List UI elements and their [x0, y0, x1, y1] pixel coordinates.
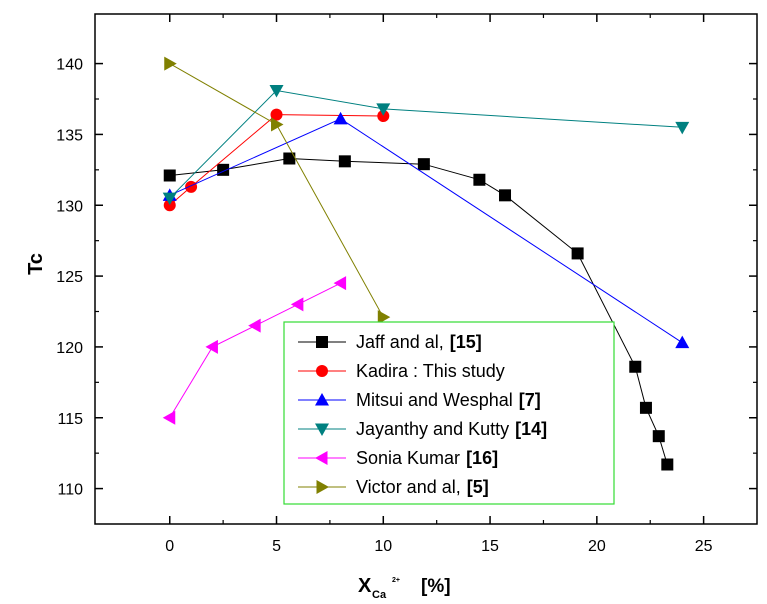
legend-reference: [15] — [450, 332, 482, 352]
legend-item: Kadira : This study — [298, 361, 505, 381]
x-tick-label: 25 — [695, 538, 713, 555]
legend-marker — [315, 451, 328, 465]
legend-marker — [316, 365, 328, 377]
series-6 — [164, 56, 391, 325]
series-4 — [162, 85, 690, 206]
data-point — [675, 121, 690, 135]
data-point — [162, 192, 177, 206]
y-axis-title: Tc — [25, 253, 47, 275]
legend-series-name: Kadira : This study — [356, 361, 505, 381]
legend-item: Sonia Kumar [16] — [298, 448, 498, 468]
legend-series-name: Victor and al, — [356, 477, 461, 497]
plot-frame — [94, 13, 758, 525]
y-tick-label: 120 — [56, 340, 83, 357]
x-tick-label: 0 — [165, 538, 174, 555]
data-point — [333, 276, 347, 291]
legend-box — [283, 321, 615, 505]
legend-label: Mitsui and Wesphal [7] — [356, 390, 541, 410]
legend-series-name: Sonia Kumar — [356, 448, 460, 468]
data-point — [571, 247, 584, 260]
y-tick-label: 140 — [56, 57, 83, 74]
x-tick-label: 15 — [481, 538, 499, 555]
legend-item: Jaff and al, [15] — [298, 332, 482, 352]
data-point — [661, 458, 674, 471]
legend-label: Sonia Kumar [16] — [356, 448, 498, 468]
plot-area — [162, 56, 690, 471]
data-point — [269, 85, 284, 98]
x-axis-title-subscript: Ca — [372, 589, 387, 601]
y-tick-label: 110 — [57, 482, 83, 499]
data-point — [639, 401, 652, 414]
legend-series-name: Jayanthy and Kutty — [356, 419, 509, 439]
x-tick-label: 10 — [374, 538, 392, 555]
y-tick-label: 115 — [57, 411, 83, 428]
y-tick-label: 125 — [56, 269, 83, 286]
data-point — [283, 152, 296, 165]
data-point — [675, 335, 690, 349]
legend-marker — [316, 336, 328, 348]
legend-label: Kadira : This study — [356, 361, 505, 381]
data-point — [377, 310, 391, 325]
data-point — [417, 158, 430, 171]
axes: 0 5 10 15 20 25 110 115 120 125 130 135 140 — [56, 13, 758, 555]
data-point — [185, 180, 198, 193]
legend-reference: [7] — [519, 390, 541, 410]
series-line — [169, 63, 384, 318]
series-line — [169, 114, 384, 206]
legend: Jaff and al, [15] Kadira : This study Mitsu… — [283, 321, 615, 505]
series-line — [169, 89, 683, 199]
x-axis-title: X Ca 2+ [%] — [358, 575, 451, 601]
data-point — [164, 56, 177, 71]
data-point — [629, 360, 642, 373]
legend-label: Victor and al, [5] — [356, 477, 489, 497]
legend-reference: [14] — [515, 419, 547, 439]
legend-marker — [316, 480, 329, 494]
data-point — [248, 318, 261, 333]
series-1 — [163, 152, 674, 471]
legend-series-name: Jaff and al, — [356, 332, 444, 352]
x-tick-label: 20 — [588, 538, 606, 555]
data-point — [333, 111, 348, 125]
x-axis-title-unit: [%] — [421, 576, 451, 597]
data-point — [271, 117, 284, 132]
data-point — [376, 103, 391, 116]
legend-reference: [5] — [467, 477, 489, 497]
data-point — [205, 339, 218, 354]
legend-marker — [315, 423, 329, 436]
series-2 — [163, 108, 390, 212]
series-3 — [162, 111, 690, 349]
legend-item: Victor and al, [5] — [298, 477, 489, 497]
data-point — [163, 169, 176, 182]
series-5 — [162, 276, 347, 425]
legend-series-name: Mitsui and Wesphal — [356, 390, 513, 410]
data-point — [290, 297, 304, 312]
data-point — [499, 189, 512, 202]
x-axis-title-superscript: 2+ — [392, 577, 400, 584]
x-axis-title-main: X — [358, 575, 372, 597]
data-point — [338, 155, 351, 168]
data-point — [270, 108, 283, 121]
data-point — [652, 430, 665, 443]
data-point — [163, 199, 176, 212]
legend-reference: [16] — [466, 448, 498, 468]
legend-item: Mitsui and Wesphal [7] — [298, 390, 541, 410]
data-point — [473, 173, 486, 186]
y-tick-label: 130 — [56, 198, 83, 215]
legend-marker — [315, 393, 329, 406]
data-point — [162, 410, 176, 425]
data-point — [377, 110, 390, 122]
legend-label: Jayanthy and Kutty [14] — [356, 419, 547, 439]
y-tick-label: 135 — [56, 127, 83, 144]
legend-label: Jaff and al, [15] — [356, 332, 482, 352]
legend-item: Jayanthy and Kutty [14] — [298, 419, 547, 439]
x-tick-label: 5 — [272, 538, 281, 555]
